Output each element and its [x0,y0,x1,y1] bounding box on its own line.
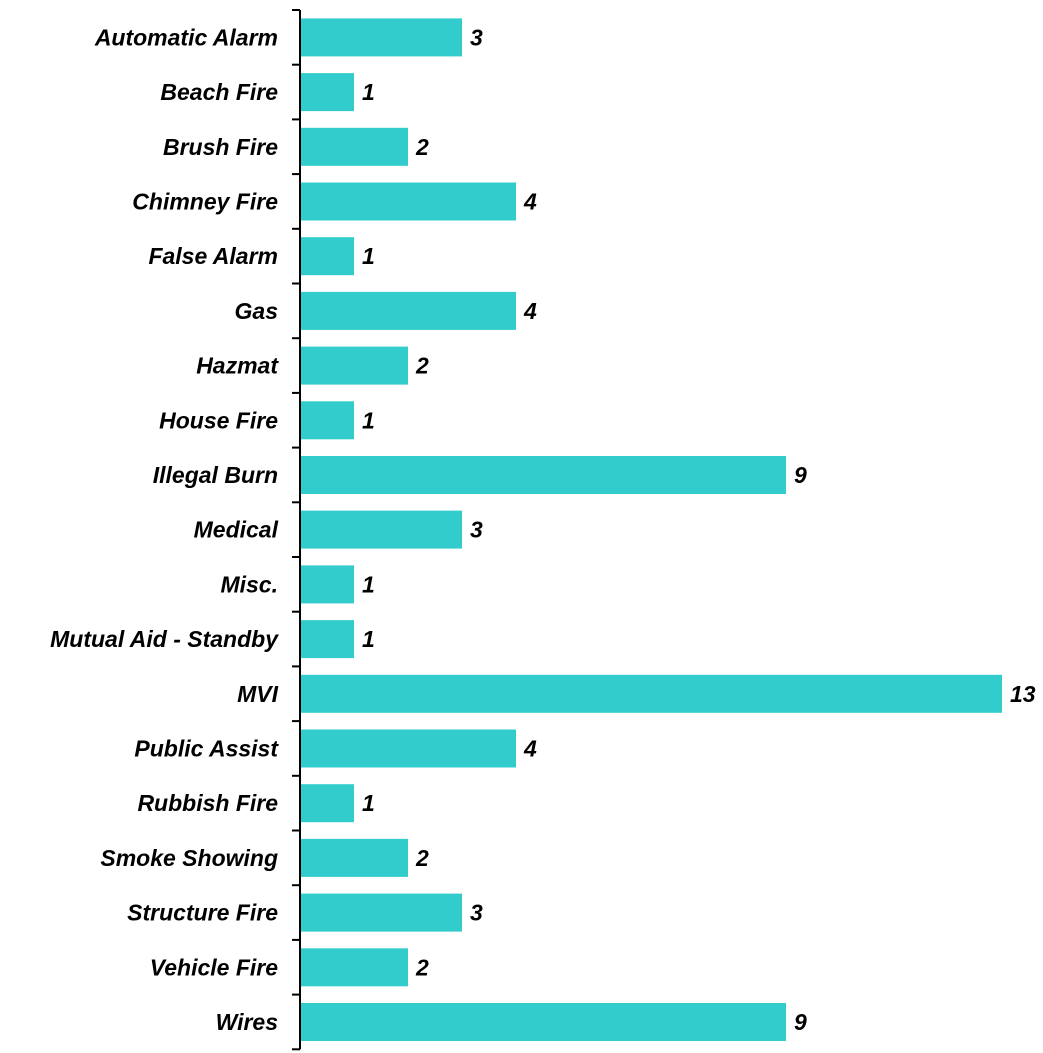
value-label-false-alarm: 1 [362,243,375,269]
bar-gas [300,291,516,330]
bar-automatic-alarm [300,18,462,57]
bar-smoke-showing [300,838,408,877]
category-label-structure-fire: Structure Fire [127,900,278,926]
bar-medical [300,510,462,549]
bar-mvi [300,674,1002,713]
category-label-brush-fire: Brush Fire [163,134,278,160]
value-labels-group: 3 1 2 4 1 4 2 1 9 3 1 1 13 4 1 2 3 2 9 [362,24,1036,1035]
bar-hazmat [300,346,408,385]
bars-group [300,18,1002,1041]
category-label-public-assist: Public Assist [134,736,279,762]
value-label-rubbish-fire: 1 [362,790,375,816]
value-label-wires: 9 [794,1009,807,1035]
value-label-structure-fire: 3 [470,900,483,926]
category-label-mutual-aid-standby: Mutual Aid - Standby [50,626,279,652]
bar-mutual-aid-standby [300,620,354,659]
category-label-gas: Gas [235,298,278,324]
value-label-chimney-fire: 4 [523,189,537,215]
value-label-brush-fire: 2 [415,134,429,160]
bar-chimney-fire [300,182,516,221]
category-label-beach-fire: Beach Fire [160,79,278,105]
bar-house-fire [300,401,354,440]
category-labels-group: Automatic Alarm Beach Fire Brush Fire Chimn… [50,24,279,1035]
category-label-rubbish-fire: Rubbish Fire [137,790,278,816]
category-label-misc: Misc. [220,571,278,597]
bar-brush-fire [300,127,408,166]
value-label-vehicle-fire: 2 [415,954,429,980]
bar-beach-fire [300,73,354,112]
category-label-house-fire: House Fire [159,407,278,433]
bar-public-assist [300,729,516,768]
category-label-wires: Wires [216,1009,278,1035]
value-label-automatic-alarm: 3 [470,24,483,50]
bar-structure-fire [300,893,462,932]
value-label-mutual-aid-standby: 1 [362,626,375,652]
value-label-public-assist: 4 [523,736,537,762]
value-label-illegal-burn: 9 [794,462,807,488]
value-label-gas: 4 [523,298,537,324]
category-label-mvi: MVI [237,681,279,707]
bar-rubbish-fire [300,784,354,823]
category-label-false-alarm: False Alarm [148,243,278,269]
category-label-illegal-burn: Illegal Burn [153,462,278,488]
bar-wires [300,1003,786,1041]
bar-illegal-burn [300,456,786,494]
category-label-automatic-alarm: Automatic Alarm [94,24,278,50]
bar-false-alarm [300,237,354,276]
value-label-beach-fire: 1 [362,79,375,105]
value-label-misc: 1 [362,571,375,597]
category-axis [292,9,301,1051]
value-label-smoke-showing: 2 [415,845,429,871]
category-label-vehicle-fire: Vehicle Fire [150,954,278,980]
category-label-medical: Medical [194,517,279,543]
value-label-medical: 3 [470,517,483,543]
category-label-smoke-showing: Smoke Showing [100,845,278,871]
category-label-hazmat: Hazmat [196,353,279,379]
value-label-house-fire: 1 [362,407,375,433]
value-label-mvi: 13 [1010,681,1036,707]
bar-vehicle-fire [300,948,408,987]
value-label-hazmat: 2 [415,353,429,379]
bar-misc [300,565,354,604]
category-label-chimney-fire: Chimney Fire [132,189,278,215]
